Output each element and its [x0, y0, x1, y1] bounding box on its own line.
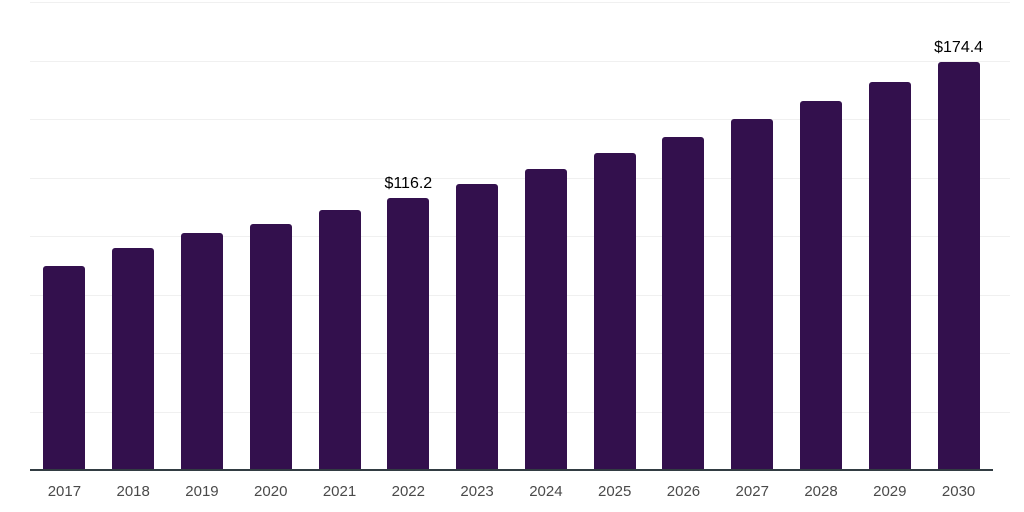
x-tick-2026: 2026 — [666, 483, 701, 500]
bar-2028 — [800, 101, 843, 470]
data-label-2022: $116.2 — [384, 175, 433, 193]
bar-2018 — [112, 248, 155, 470]
bar-2019 — [180, 233, 223, 470]
bar-2025 — [593, 153, 636, 470]
gridline-100 — [30, 236, 1010, 237]
x-tick-2029: 2029 — [873, 483, 907, 500]
bar-2017 — [43, 265, 86, 470]
bar-2029 — [868, 82, 911, 470]
bar-2026 — [662, 136, 705, 470]
gridline-75 — [30, 294, 1010, 296]
gridline-175 — [30, 60, 1010, 62]
x-tick-2022: 2022 — [391, 483, 425, 500]
gridline-25 — [30, 411, 1010, 413]
bar-2023 — [456, 183, 499, 470]
x-tick-2028: 2028 — [804, 483, 838, 500]
x-tick-2024: 2024 — [529, 483, 563, 500]
x-tick-2020: 2020 — [254, 483, 288, 500]
data-label-2030: $174.4 — [934, 38, 984, 56]
bar-2022 — [387, 198, 430, 470]
bar-2021 — [318, 210, 361, 470]
gridline-150 — [30, 119, 1010, 120]
gridline-125 — [30, 177, 1010, 179]
bar-2027 — [731, 119, 774, 470]
x-tick-2027: 2027 — [735, 483, 769, 500]
bar-2020 — [249, 224, 292, 470]
x-tick-2019: 2019 — [185, 483, 219, 500]
x-tick-2021: 2021 — [322, 483, 357, 500]
x-tick-2017: 2017 — [47, 483, 82, 500]
gridline-50 — [30, 353, 1010, 354]
x-tick-2023: 2023 — [460, 483, 494, 500]
bar-2024 — [524, 169, 567, 470]
x-axis-line — [30, 469, 993, 471]
x-tick-2018: 2018 — [116, 483, 150, 500]
x-tick-2025: 2025 — [597, 483, 632, 500]
x-tick-2030: 2030 — [941, 483, 976, 500]
bar-2030 — [937, 61, 980, 470]
gridline-200 — [30, 2, 1010, 3]
